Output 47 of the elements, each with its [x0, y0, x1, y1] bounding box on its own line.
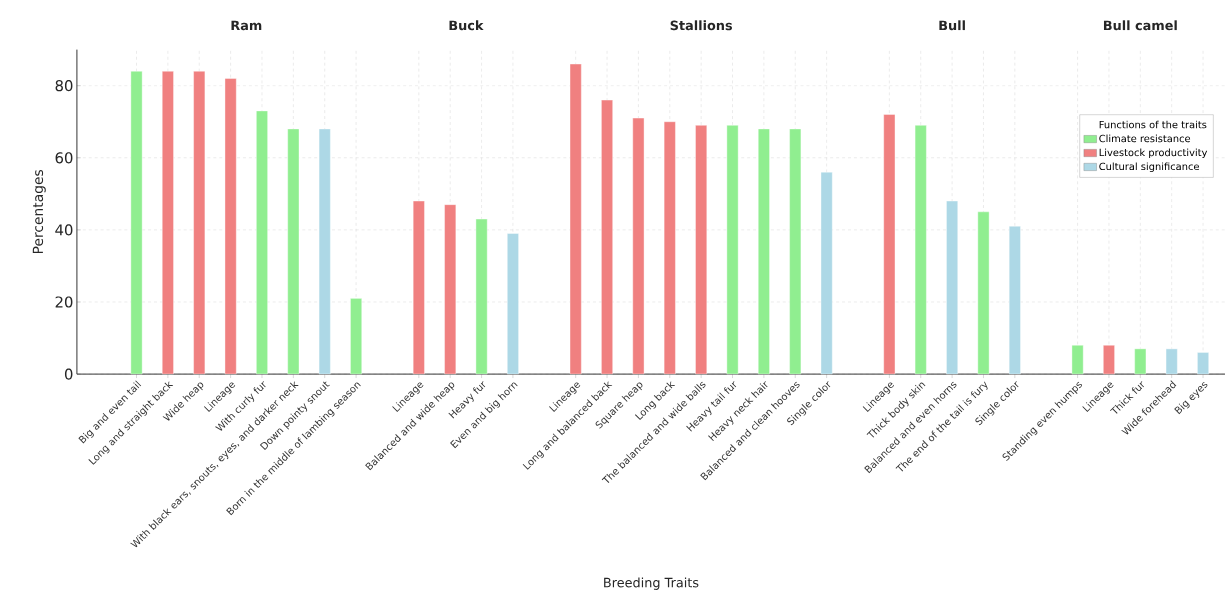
bar — [758, 128, 770, 375]
text: Stallions — [670, 20, 733, 31]
bar — [224, 78, 237, 375]
text: Buck — [449, 20, 484, 31]
bar — [820, 171, 833, 375]
legend-label: Climate resistance — [1099, 134, 1191, 143]
bar — [193, 70, 206, 375]
bar — [412, 200, 425, 375]
bar — [162, 70, 174, 375]
y-tick-label: 40 — [55, 224, 73, 236]
bar — [475, 218, 488, 375]
bar — [946, 200, 958, 375]
bar — [726, 124, 739, 375]
bar — [789, 128, 802, 375]
bar — [444, 204, 457, 375]
bar — [914, 124, 927, 375]
y-tick-label: 80 — [55, 79, 73, 92]
bar — [632, 117, 645, 375]
bar — [601, 99, 613, 375]
bar — [1165, 348, 1178, 375]
bar — [1134, 348, 1147, 375]
bar — [1103, 344, 1115, 375]
bar — [569, 63, 582, 375]
bar — [130, 70, 143, 375]
bar — [350, 298, 362, 375]
text: Bull camel — [1103, 20, 1177, 31]
legend-label: Livestock productivity — [1099, 148, 1208, 158]
legend-title: Functions of the traits — [1099, 120, 1207, 129]
bar — [977, 211, 990, 375]
bar — [1071, 344, 1084, 375]
y-tick-label: 60 — [55, 151, 73, 164]
bar — [256, 110, 268, 375]
text: Bull — [939, 20, 965, 31]
bar — [1197, 352, 1209, 375]
bar — [663, 121, 676, 375]
bar — [695, 124, 707, 375]
y-tick-label: 0 — [64, 368, 73, 380]
bar — [318, 128, 331, 375]
x-axis-title: Breeding Traits — [604, 577, 699, 590]
bar — [883, 114, 896, 375]
y-tick-label: 20 — [55, 296, 73, 308]
y-axis-title: Percentages — [32, 169, 46, 253]
text: Ram — [231, 20, 262, 31]
bar — [1008, 225, 1021, 375]
bar — [507, 233, 519, 375]
legend-label: Cultural significance — [1099, 162, 1199, 172]
bar — [287, 128, 300, 375]
